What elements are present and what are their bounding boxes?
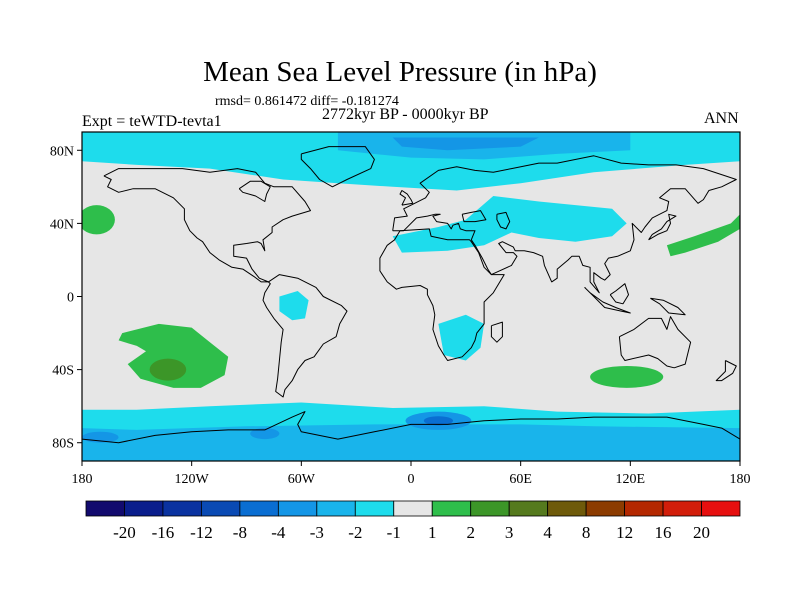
colorbar-label: 4 <box>543 523 552 542</box>
colorbar-swatch <box>662 500 702 517</box>
coast-indonesia <box>584 287 631 314</box>
colorbar-swatch <box>162 500 202 517</box>
bellingshausen-low <box>250 428 280 440</box>
colorbar-swatch <box>277 500 318 517</box>
coast-new-guinea <box>650 297 686 316</box>
colorbar-swatch <box>585 500 625 517</box>
x-tick-label: 0 <box>408 472 415 487</box>
weddell-low-core <box>423 416 454 426</box>
experiment-label: Expt = teWTD-tevta1 <box>82 113 222 130</box>
coast-japan <box>648 213 677 241</box>
coast-eurasia <box>392 155 737 294</box>
south-pacific-high-core <box>149 358 187 381</box>
colorbar: -20 -16 -12 -8 -4 -3 -2 -1 1 2 3 4 8 12 16 20 <box>85 500 741 542</box>
y-tick-label: 80S <box>52 437 74 452</box>
coast-madagascar <box>490 321 503 343</box>
y-tick-label: 0 <box>67 291 74 306</box>
colorbar-label: 2 <box>466 523 475 542</box>
colorbar-swatch <box>354 500 395 517</box>
colorbar-label: -12 <box>190 523 213 542</box>
colorbar-label: 8 <box>582 523 591 542</box>
coast-hudson-bay <box>238 180 271 202</box>
coast-antarctica <box>82 411 740 444</box>
coastlines <box>82 146 740 444</box>
season-label: ANN <box>704 110 739 127</box>
coast-new-zealand <box>715 360 737 382</box>
colorbar-swatch <box>470 500 510 517</box>
amazon-negative <box>279 291 309 321</box>
south-pacific-high <box>118 323 229 388</box>
arctic-anomaly-dark <box>392 137 539 151</box>
coast-south-america <box>262 274 348 398</box>
coast-greenland <box>300 146 375 188</box>
y-tick-label: 40N <box>50 217 74 232</box>
colorbar-label: -1 <box>387 523 401 542</box>
colorbar-label: 3 <box>505 523 514 542</box>
x-tick-label: 180 <box>72 472 93 487</box>
colorbar-label: 20 <box>693 523 710 542</box>
coast-africa <box>379 228 505 361</box>
colorbar-label: -3 <box>310 523 324 542</box>
x-tick-label: 60E <box>509 472 532 487</box>
colorbar-swatch <box>85 500 125 517</box>
coast-uk <box>399 190 414 206</box>
x-tick-label: 120W <box>175 472 210 487</box>
north-pacific-east-high <box>82 205 115 235</box>
colorbar-swatch <box>701 500 741 517</box>
period-label: 2772kyr BP - 0000kyr BP <box>322 106 489 123</box>
chart-title: Mean Sea Level Pressure (in hPa) <box>203 56 597 88</box>
colorbar-label: -16 <box>152 523 175 542</box>
coast-caspian <box>496 211 511 230</box>
colorbar-label: -8 <box>233 523 247 542</box>
asia-negative <box>392 196 627 253</box>
colorbar-label: 16 <box>655 523 672 542</box>
x-tick-label: 120E <box>616 472 646 487</box>
colorbar-swatch <box>431 500 472 517</box>
colorbar-label: -2 <box>348 523 362 542</box>
south-indian-high <box>590 365 664 388</box>
colorbar-label: -4 <box>271 523 286 542</box>
x-axis: 180 120W 60W 0 60E 120E 180 <box>72 461 751 487</box>
colorbar-swatch <box>201 500 241 517</box>
colorbar-swatch <box>393 500 433 517</box>
colorbar-swatch <box>239 500 279 517</box>
coast-borneo <box>609 283 629 305</box>
colorbar-label: -20 <box>113 523 136 542</box>
x-tick-label: 180 <box>730 472 751 487</box>
y-tick-label: 40S <box>52 364 74 379</box>
y-tick-label: 80N <box>50 144 74 159</box>
colorbar-swatch <box>124 500 164 517</box>
colorbar-swatch <box>547 500 587 517</box>
north-pacific-west-high <box>666 214 740 257</box>
colorbar-label: 12 <box>616 523 633 542</box>
anomaly-fills <box>82 132 740 461</box>
y-axis: 80N 40N 0 40S 80S <box>50 144 82 452</box>
x-tick-label: 60W <box>288 472 316 487</box>
southern-ocean-mid <box>82 424 740 461</box>
colorbar-label: 1 <box>428 523 437 542</box>
colorbar-swatch <box>508 500 549 517</box>
coast-black-sea <box>461 210 487 223</box>
stats-line: rmsd= 0.861472 diff= -0.181274 <box>215 94 399 109</box>
coast-north-america <box>103 168 311 283</box>
colorbar-swatch <box>316 500 356 517</box>
coast-australia <box>618 316 692 369</box>
colorbar-swatch <box>624 500 664 517</box>
southern-africa-negative <box>438 314 485 361</box>
